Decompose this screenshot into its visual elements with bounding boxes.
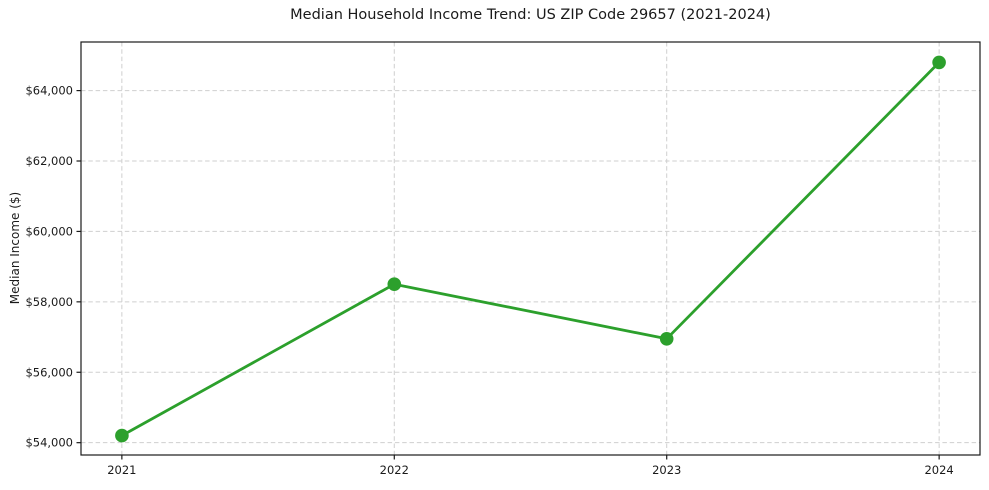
- data-point: [115, 428, 129, 443]
- x-tick-label: 2024: [924, 463, 953, 477]
- data-point: [932, 55, 946, 70]
- plot-border: [80, 41, 981, 456]
- y-tick-label: $54,000: [25, 436, 73, 450]
- y-tick-label: $60,000: [25, 224, 73, 238]
- x-tick-label: 2021: [107, 463, 136, 477]
- x-tick-label: 2022: [380, 463, 409, 477]
- y-tick-label: $64,000: [25, 84, 73, 98]
- y-tick-label: $56,000: [25, 365, 73, 379]
- chart-title: Median Household Income Trend: US ZIP Co…: [290, 7, 771, 23]
- y-tick-label: $58,000: [25, 295, 73, 309]
- x-tick-label: 2023: [652, 463, 681, 477]
- data-point: [387, 277, 402, 292]
- data-point: [659, 332, 674, 346]
- y-tick-label: $62,000: [25, 154, 73, 168]
- trend-line: [120, 61, 941, 437]
